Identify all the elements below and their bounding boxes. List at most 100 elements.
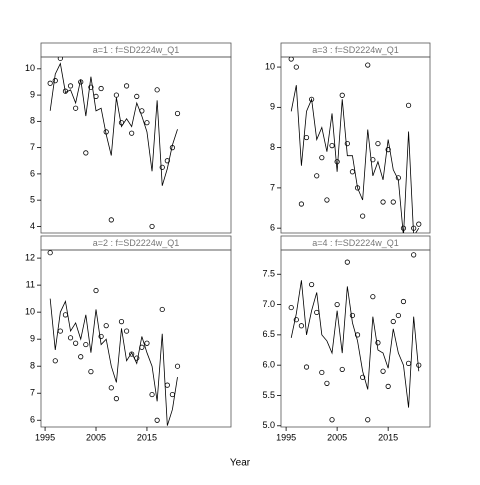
data-point <box>118 319 125 325</box>
data-point <box>52 358 58 364</box>
plot-area <box>47 57 181 230</box>
data-point <box>303 364 310 370</box>
data-point <box>108 385 114 391</box>
data-point <box>349 169 356 175</box>
data-point <box>405 102 412 108</box>
x-tick-label: 2015 <box>137 432 157 442</box>
data-point <box>288 57 294 62</box>
data-point <box>370 294 376 300</box>
data-point <box>52 78 58 84</box>
data-point <box>390 318 396 325</box>
data-point <box>129 130 135 136</box>
data-point <box>149 391 155 398</box>
data-point <box>298 323 305 329</box>
y-tick-label: 6.5 <box>262 329 275 339</box>
data-point <box>339 366 345 373</box>
data-point <box>405 360 412 366</box>
strip-label: a=2 : f=SD2224w_Q1 <box>93 238 180 248</box>
x-axis-label: Year <box>230 458 251 469</box>
y-tick-label: 10 <box>25 63 35 73</box>
x-tick-label: 1995 <box>35 432 55 442</box>
strip-label: a=1 : f=SD2224w_Q1 <box>93 45 180 55</box>
data-point <box>385 383 391 389</box>
panel-frame <box>280 56 431 234</box>
data-point <box>309 281 315 288</box>
data-point <box>319 155 325 161</box>
data-point <box>375 140 381 147</box>
y-tick-label: 7.0 <box>262 299 275 309</box>
data-point <box>334 301 340 308</box>
strip-label: a=4 : f=SD2224w_Q1 <box>312 238 399 248</box>
data-point <box>319 369 325 376</box>
data-point <box>164 158 170 164</box>
y-tick-label: 6 <box>270 223 275 233</box>
data-point <box>324 197 330 203</box>
y-tick-label: 6 <box>30 168 35 178</box>
y-tick-label: 9 <box>30 334 35 344</box>
y-tick-label: 7 <box>30 142 35 152</box>
data-point <box>154 87 160 93</box>
data-point <box>159 306 165 313</box>
y-tick-label: 12 <box>25 252 35 262</box>
data-point <box>103 323 109 329</box>
data-point <box>134 93 140 100</box>
strip-label: a=3 : f=SD2224w_Q1 <box>312 45 399 55</box>
data-point <box>380 368 386 374</box>
data-point <box>47 250 53 256</box>
y-tick-label: 8 <box>270 142 275 152</box>
data-point <box>174 110 181 117</box>
panel-frame <box>40 56 232 234</box>
data-point <box>123 83 130 89</box>
x-tick-label: 2015 <box>378 432 398 442</box>
data-point <box>329 417 335 423</box>
data-point <box>57 328 63 334</box>
data-point <box>370 157 376 163</box>
data-point <box>123 328 130 334</box>
data-point <box>67 335 74 341</box>
x-tick-label: 2005 <box>327 432 347 442</box>
data-point <box>288 304 294 311</box>
data-point <box>349 312 356 319</box>
data-point <box>344 140 350 147</box>
y-tick-label: 9 <box>30 89 35 99</box>
data-point <box>365 62 371 68</box>
data-point <box>169 391 176 398</box>
data-point <box>174 363 181 369</box>
data-point <box>400 298 407 305</box>
data-point <box>98 85 104 92</box>
data-point <box>293 64 299 70</box>
data-point <box>365 417 371 423</box>
y-tick-label: 8 <box>30 361 35 371</box>
data-point <box>411 252 417 258</box>
y-tick-label: 9 <box>270 102 275 112</box>
y-tick-label: 6 <box>30 415 35 425</box>
data-point <box>144 120 150 126</box>
data-point <box>67 83 74 89</box>
data-point <box>144 340 150 346</box>
y-tick-label: 5 <box>30 195 35 205</box>
data-point <box>78 354 84 360</box>
data-point <box>88 369 94 375</box>
data-point <box>354 332 361 338</box>
y-tick-label: 8 <box>30 116 35 126</box>
panel-frame <box>280 249 431 428</box>
data-point <box>159 164 165 170</box>
data-point <box>360 213 366 219</box>
panel-frame <box>40 249 232 428</box>
data-point <box>416 362 422 368</box>
series-line <box>49 62 178 186</box>
data-point <box>47 80 53 86</box>
data-point <box>416 221 422 227</box>
data-point <box>154 417 160 423</box>
data-point <box>395 312 401 319</box>
data-point <box>83 150 89 156</box>
data-point <box>293 317 299 323</box>
data-point <box>390 199 396 205</box>
x-tick-label: 1995 <box>276 432 296 442</box>
x-tick-label: 2005 <box>86 432 106 442</box>
data-point <box>314 309 320 316</box>
series-line <box>49 298 178 426</box>
data-point <box>83 341 89 348</box>
y-tick-label: 5.5 <box>262 390 275 400</box>
